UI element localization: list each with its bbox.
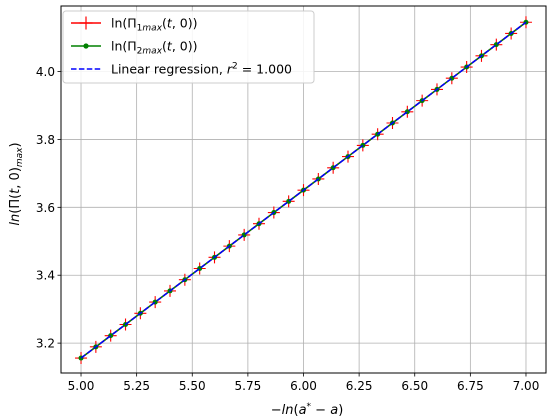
x-tick-label: 5.00 (68, 379, 95, 393)
y-tick-label: 4.0 (36, 65, 55, 79)
svg-text:ln(Π2max(t, 0)): ln(Π2max(t, 0)) (111, 39, 197, 57)
legend-marker-series-2 (83, 43, 89, 49)
x-axis-label: −ln(a* − a) (271, 402, 344, 418)
x-tick-label: 7.00 (513, 379, 540, 393)
x-tick-label: 6.50 (401, 379, 428, 393)
x-tick-label: 6.25 (346, 379, 373, 393)
legend-box (62, 10, 315, 84)
legend-marker-series-1 (79, 16, 93, 30)
x-tick-label: 6.00 (290, 379, 317, 393)
legend-entry-series-2: ln(Π2max(t, 0)) (71, 39, 197, 57)
y-tick-label: 3.6 (36, 201, 55, 215)
y-tick-label: 3.8 (36, 133, 55, 147)
x-tick-label: 5.75 (235, 379, 262, 393)
x-tick-label: 6.75 (457, 379, 484, 393)
legend-entry-regression: Linear regression, r2 = 1.000 (71, 62, 292, 77)
axis-ticks: 5.00 5.25 5.50 5.75 6.00 6.25 6.50 6.75 7.00 3.2 3… (36, 65, 539, 393)
series-line-3 (80, 21, 527, 359)
legend-entry-series-1: ln(Π1max(t, 0)) (71, 16, 197, 34)
x-tick-label: 5.50 (179, 379, 206, 393)
svg-text:ln(Π1max(t, 0)): ln(Π1max(t, 0)) (111, 16, 197, 34)
y-axis-label: ln(Π(t, 0)max) (8, 142, 25, 225)
svg-text:Linear regression, r2 = 1.000: Linear regression, r2 = 1.000 (111, 62, 292, 77)
y-tick-label: 3.2 (36, 337, 55, 351)
legend: ln(Π1max(t, 0)) ln(Π2max(t, 0)) Linear r… (62, 10, 315, 84)
x-tick-label: 5.25 (123, 379, 150, 393)
series-layer (75, 16, 532, 365)
y-tick-label: 3.4 (36, 269, 55, 283)
